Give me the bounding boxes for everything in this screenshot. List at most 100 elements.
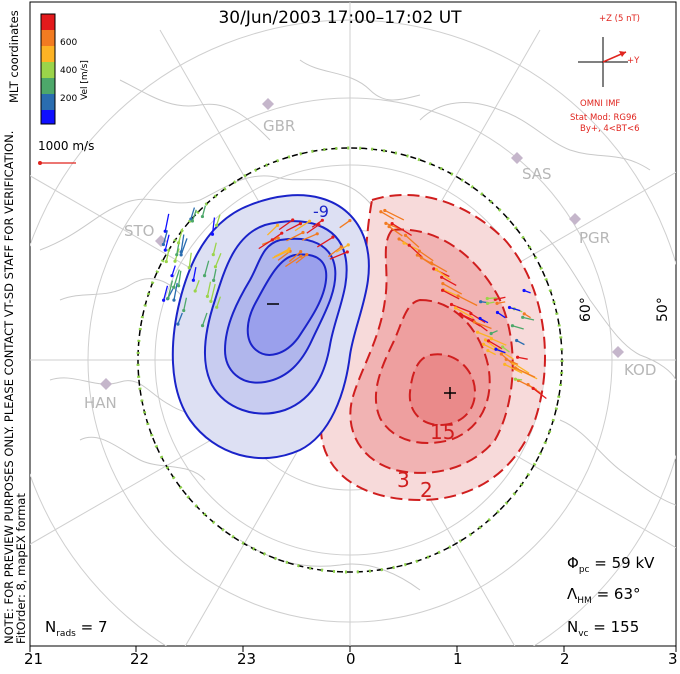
mlt-axis-label-21: 21	[24, 650, 44, 668]
velocity-vector	[532, 387, 547, 399]
velocity-vector-origin	[486, 349, 490, 353]
velocity-vector	[190, 207, 196, 220]
velocity-vector-origin	[212, 278, 216, 282]
mlt-axis-label-3: 3	[668, 650, 678, 668]
velocity-vector	[180, 238, 188, 256]
velocity-vector-origin	[510, 324, 515, 328]
velocity-vector-origin	[301, 230, 305, 235]
mlt-ticks	[29, 646, 677, 652]
velocity-vector-origin	[348, 218, 352, 223]
velocity-vector-origin	[270, 238, 274, 242]
velocity-vector	[206, 281, 212, 297]
colorbar-tick-400: 400	[60, 66, 78, 76]
velocity-vector-origin	[163, 229, 167, 233]
velocity-vector	[201, 312, 208, 326]
velocity-vector	[477, 331, 494, 339]
imf-model-line1: Stat Mod: RG96	[570, 113, 637, 123]
velocity-vector-origin	[280, 231, 284, 235]
velocity-vector	[273, 248, 290, 258]
mlt-axis-label-0: 0	[346, 650, 356, 668]
velocity-vector-origin	[407, 243, 411, 247]
velocity-vector	[286, 231, 304, 242]
velocity-vector-origin	[173, 259, 177, 263]
velocity-vector	[216, 296, 222, 308]
velocity-vector-origin	[191, 278, 195, 282]
velocity-vector-origin	[170, 274, 174, 278]
velocity-vector-origin	[190, 219, 195, 223]
velocity-vector-origin	[317, 223, 321, 227]
velocity-vector-origin	[456, 294, 460, 298]
velocity-vector	[288, 251, 302, 263]
velocity-vector-origin	[515, 355, 520, 359]
velocity-vector-origin	[200, 323, 205, 328]
velocity-vector-origin	[287, 247, 291, 251]
velocity-vector	[483, 343, 495, 351]
velocity-vector-origin	[307, 219, 312, 223]
velocity-vector-origin	[441, 282, 445, 286]
stat-cross-polar-potential: Φpc = 59 kV	[567, 554, 655, 575]
velocity-vector	[504, 363, 523, 374]
velocity-vectors	[161, 205, 547, 399]
velocity-vector	[192, 266, 197, 281]
velocity-vector-origin	[429, 261, 434, 265]
velocity-vector	[285, 223, 301, 232]
mlt-axis-label-22: 22	[130, 650, 150, 668]
velocity-vector	[455, 307, 474, 319]
velocity-vector	[214, 252, 222, 267]
velocity-vector	[441, 276, 457, 287]
velocity-vector	[173, 282, 178, 301]
velocity-vector-origin	[346, 243, 350, 247]
negative-cell	[171, 194, 370, 459]
velocity-vector	[515, 367, 536, 378]
station-pgr: PGR	[579, 229, 611, 247]
velocity-vector	[512, 362, 530, 374]
velocity-vector	[339, 220, 351, 229]
velocity-vector-origin	[475, 330, 480, 334]
velocity-vector	[285, 255, 302, 268]
velocity-vector-origin	[315, 232, 319, 236]
velocity-vector-origin	[379, 210, 383, 214]
velocity-vector-origin	[299, 250, 303, 254]
velocity-vector-origin	[390, 222, 394, 226]
velocity-vector-origin	[485, 296, 489, 301]
velocity-vector-origin	[507, 305, 512, 310]
velocity-vector-origin	[489, 331, 493, 336]
velocity-vector-origin	[166, 296, 170, 300]
velocity-vector	[380, 211, 395, 220]
velocity-vector-origin	[479, 300, 483, 304]
velocity-vector	[461, 314, 481, 327]
velocity-vector-origin	[202, 274, 207, 278]
velocity-vector-origin	[440, 275, 444, 279]
velocity-vector-origin	[209, 299, 213, 303]
velocity-vector	[165, 248, 170, 262]
velocity-vector	[408, 244, 423, 258]
contour-label-3: 3	[397, 468, 410, 492]
velocity-vector-origin	[503, 362, 507, 366]
velocity-vector	[211, 217, 216, 235]
velocity-vector-origin	[531, 386, 535, 391]
velocity-vector	[210, 283, 216, 302]
velocity-vector-origin	[179, 253, 183, 257]
negative-fill-core	[246, 253, 328, 356]
velocity-vector-origin	[210, 232, 215, 236]
velocity-vector-origin	[449, 302, 454, 307]
velocity-vector-origin	[175, 253, 179, 257]
plot-title: 30/Jun/2003 17:00–17:02 UT	[218, 8, 462, 28]
velocity-vector	[418, 250, 434, 262]
station-han: HAN	[84, 394, 117, 412]
velocity-vector-origin	[176, 284, 181, 288]
velocity-vector-origin	[215, 305, 219, 309]
velocity-vector	[213, 268, 217, 281]
velocity-vector	[442, 289, 460, 300]
velocity-vector	[171, 265, 176, 276]
station-kod: KOD	[624, 361, 657, 379]
velocity-vector-origin	[481, 342, 486, 346]
latitude-label-60: 60°	[578, 297, 594, 322]
velocity-vector	[203, 260, 210, 276]
velocity-vector	[164, 213, 170, 232]
velocity-vector-origin	[213, 265, 218, 269]
station-sto: STO	[124, 222, 155, 240]
velocity-vector-origin	[383, 208, 387, 213]
velocity-vector-origin	[432, 267, 436, 271]
